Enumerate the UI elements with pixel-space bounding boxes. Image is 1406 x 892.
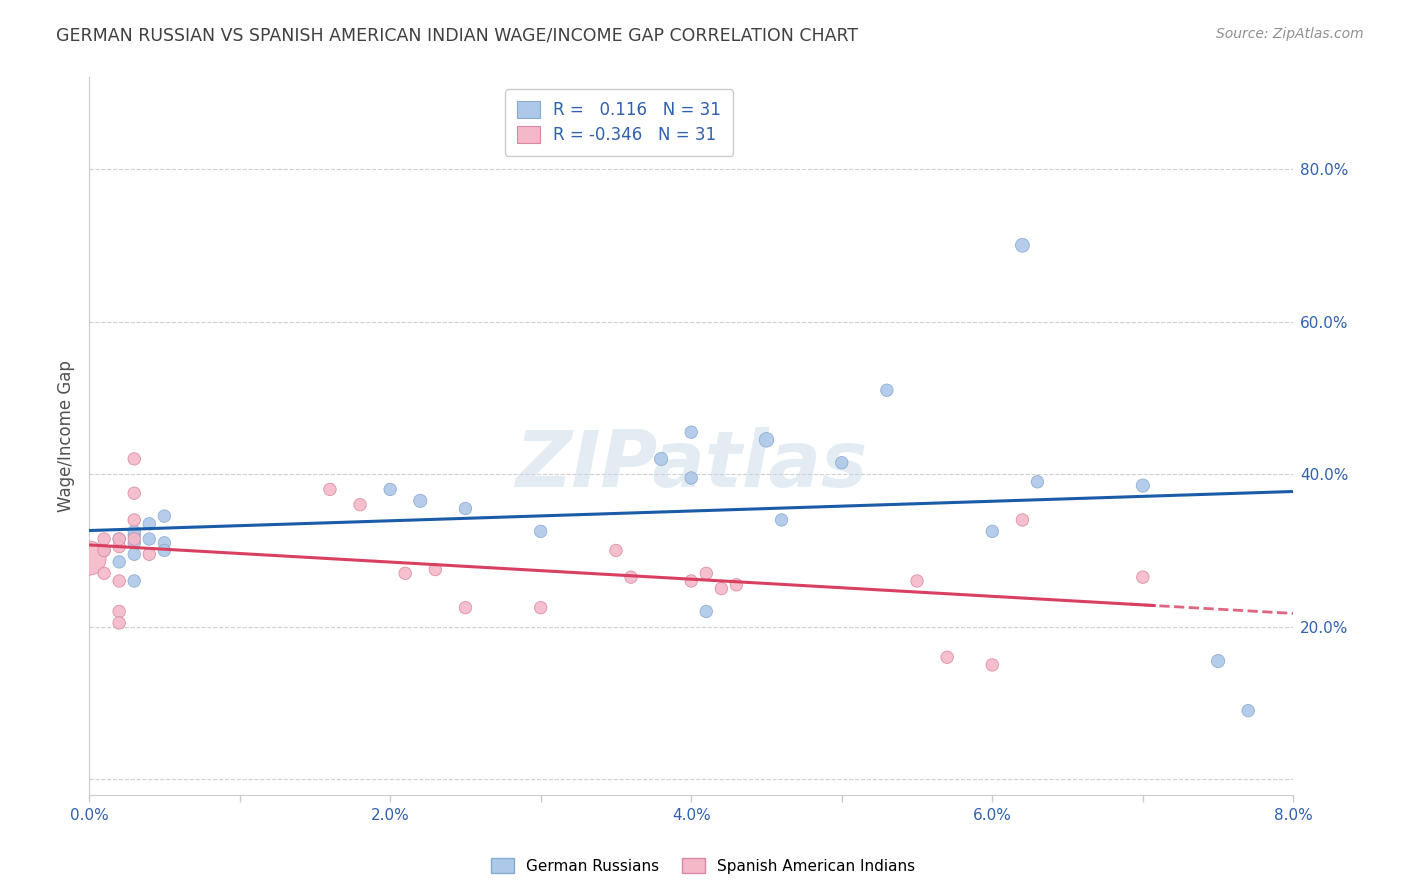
Point — [77, 551, 100, 566]
Point — [981, 524, 1004, 539]
Point — [122, 574, 145, 588]
Point — [108, 615, 131, 630]
Point — [1237, 704, 1260, 718]
Point — [138, 516, 160, 531]
Legend: R =   0.116   N = 31, R = -0.346   N = 31: R = 0.116 N = 31, R = -0.346 N = 31 — [505, 89, 733, 156]
Point — [650, 451, 672, 466]
Point — [905, 574, 928, 588]
Point — [108, 532, 131, 546]
Point — [530, 524, 553, 539]
Point — [138, 547, 160, 561]
Point — [876, 383, 898, 397]
Point — [138, 532, 160, 546]
Point — [681, 574, 703, 588]
Point — [530, 600, 553, 615]
Point — [93, 543, 115, 558]
Point — [108, 540, 131, 554]
Point — [319, 483, 342, 497]
Point — [605, 543, 627, 558]
Point — [93, 566, 115, 581]
Point — [349, 498, 371, 512]
Point — [831, 456, 853, 470]
Point — [681, 425, 703, 440]
Point — [755, 433, 778, 447]
Point — [108, 555, 131, 569]
Point — [122, 513, 145, 527]
Point — [1132, 570, 1154, 584]
Point — [394, 566, 416, 581]
Point — [425, 562, 447, 576]
Point — [378, 483, 401, 497]
Text: Source: ZipAtlas.com: Source: ZipAtlas.com — [1216, 27, 1364, 41]
Point — [122, 536, 145, 550]
Point — [122, 547, 145, 561]
Point — [681, 471, 703, 485]
Point — [108, 574, 131, 588]
Text: GERMAN RUSSIAN VS SPANISH AMERICAN INDIAN WAGE/INCOME GAP CORRELATION CHART: GERMAN RUSSIAN VS SPANISH AMERICAN INDIA… — [56, 27, 859, 45]
Text: ZIPatlas: ZIPatlas — [515, 426, 868, 503]
Point — [695, 605, 717, 619]
Point — [1026, 475, 1049, 489]
Point — [710, 582, 733, 596]
Point — [454, 600, 477, 615]
Point — [454, 501, 477, 516]
Point — [1011, 513, 1033, 527]
Point — [725, 578, 748, 592]
Point — [93, 543, 115, 558]
Point — [770, 513, 793, 527]
Point — [153, 509, 176, 524]
Point — [122, 532, 145, 546]
Point — [936, 650, 959, 665]
Point — [981, 657, 1004, 672]
Y-axis label: Wage/Income Gap: Wage/Income Gap — [58, 360, 75, 512]
Point — [93, 532, 115, 546]
Point — [122, 451, 145, 466]
Point — [409, 494, 432, 508]
Point — [1206, 654, 1229, 668]
Point — [620, 570, 643, 584]
Point — [695, 566, 717, 581]
Point — [153, 536, 176, 550]
Point — [122, 486, 145, 500]
Point — [108, 605, 131, 619]
Point — [1011, 238, 1033, 252]
Point — [1132, 478, 1154, 492]
Point — [122, 524, 145, 539]
Legend: German Russians, Spanish American Indians: German Russians, Spanish American Indian… — [485, 852, 921, 880]
Point — [108, 532, 131, 546]
Point — [153, 543, 176, 558]
Point — [122, 528, 145, 542]
